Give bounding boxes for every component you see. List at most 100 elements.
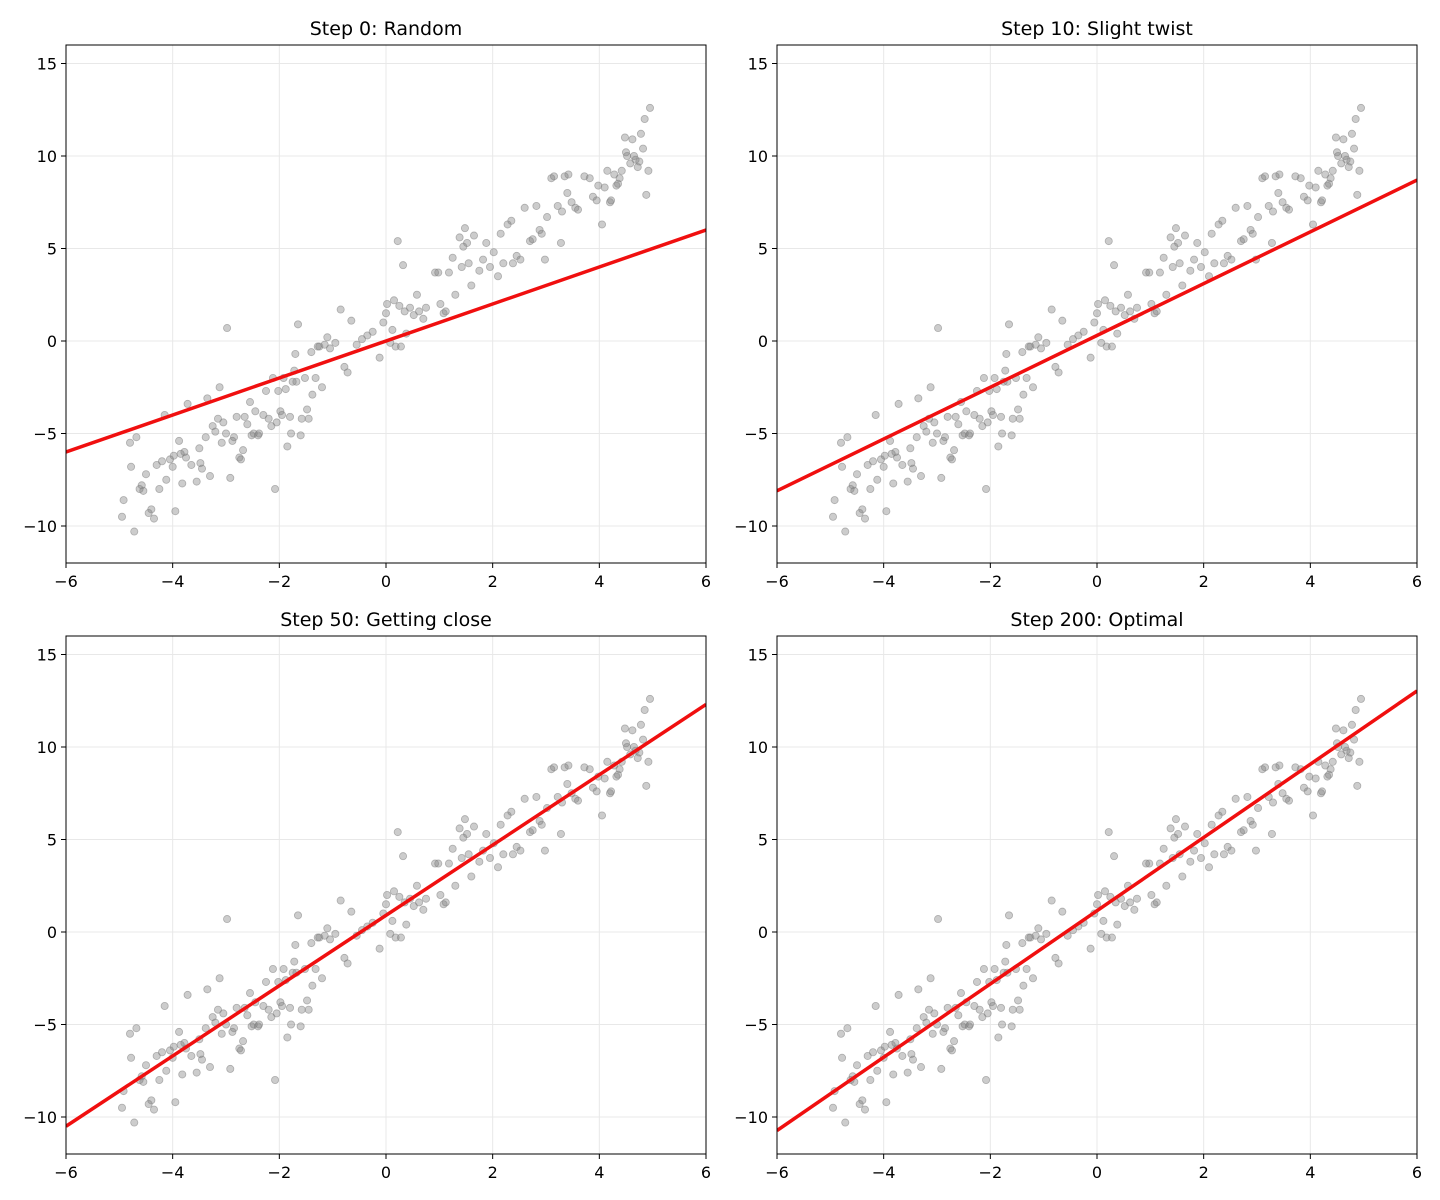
data-point <box>182 453 191 462</box>
data-point <box>998 1020 1007 1029</box>
data-point <box>158 1048 167 1057</box>
data-point <box>979 964 988 973</box>
data-point <box>1155 268 1164 277</box>
data-point <box>873 1066 882 1075</box>
data-point <box>187 1051 196 1060</box>
data-point <box>623 743 632 752</box>
data-point <box>1311 183 1320 192</box>
data-point <box>1268 798 1277 807</box>
data-point <box>1219 850 1228 859</box>
data-point <box>1303 196 1312 205</box>
data-point <box>956 989 965 998</box>
data-point <box>223 915 232 924</box>
data-point <box>1243 201 1252 210</box>
data-point <box>556 829 565 838</box>
data-point <box>213 414 222 423</box>
data-point <box>1107 342 1116 351</box>
data-point <box>290 957 299 966</box>
data-point <box>285 1003 294 1012</box>
data-point <box>475 266 484 275</box>
data-point <box>528 235 537 244</box>
data-point <box>898 460 907 469</box>
data-point <box>979 373 988 382</box>
data-point <box>893 453 902 462</box>
data-point <box>296 431 305 440</box>
data-point <box>277 410 286 419</box>
data-point <box>251 407 260 416</box>
data-point <box>187 460 196 469</box>
data-point <box>982 484 991 493</box>
data-point <box>908 464 917 473</box>
data-point <box>1113 329 1122 338</box>
data-point <box>1090 318 1099 327</box>
data-point <box>1268 207 1277 216</box>
data-point <box>1309 811 1318 820</box>
data-point <box>469 822 478 831</box>
fit-line <box>66 228 706 454</box>
data-point <box>1097 338 1106 347</box>
data-point <box>894 399 903 408</box>
data-point <box>292 377 301 386</box>
data-point <box>1145 268 1154 277</box>
data-point <box>386 929 395 938</box>
data-point <box>261 977 270 986</box>
panel-title: Step 200: Optimal <box>1010 609 1183 631</box>
data-point <box>415 307 424 316</box>
data-point <box>887 1040 896 1049</box>
data-point <box>947 1046 956 1055</box>
data-point <box>118 1103 127 1112</box>
data-point <box>197 1055 206 1064</box>
data-point <box>320 340 329 349</box>
data-point <box>592 787 601 796</box>
data-point <box>460 815 469 824</box>
data-point <box>1094 890 1103 899</box>
data-point <box>221 429 230 438</box>
x-axis: −6 −4 −2 0 2 4 6 <box>54 1154 711 1182</box>
data-point <box>916 1063 925 1072</box>
data-point <box>880 451 889 460</box>
data-point <box>1004 320 1013 329</box>
data-point <box>304 414 313 423</box>
data-point <box>615 765 624 774</box>
data-point <box>383 890 392 899</box>
data-point <box>1104 828 1113 837</box>
panel-step-10: Step 10: Slight twist −6 −4 −2 0 2 4 6 −10 −5 0 5 1… <box>734 18 1422 591</box>
data-point <box>311 964 320 973</box>
data-point <box>150 514 159 523</box>
data-point <box>127 462 136 471</box>
x-tick-label: 0 <box>381 572 391 591</box>
data-point <box>1092 900 1101 909</box>
data-point <box>1328 757 1337 766</box>
data-point <box>585 765 594 774</box>
data-point <box>389 296 398 305</box>
data-point <box>889 1070 898 1079</box>
data-point <box>467 281 476 290</box>
data-point <box>287 1020 296 1029</box>
data-point <box>381 309 390 318</box>
data-point <box>1132 303 1141 312</box>
x-tick-label: 0 <box>1092 1163 1102 1182</box>
data-point <box>357 335 366 344</box>
y-tick-label: −10 <box>23 517 57 536</box>
data-point <box>375 944 384 953</box>
data-point <box>843 1024 852 1033</box>
data-point <box>853 470 862 479</box>
data-point <box>201 1024 210 1033</box>
data-point <box>1271 763 1280 772</box>
data-point <box>130 1118 139 1127</box>
data-point <box>1018 939 1027 948</box>
data-point <box>126 1029 135 1038</box>
data-point <box>463 238 472 247</box>
data-point <box>1331 133 1340 142</box>
data-point <box>861 514 870 523</box>
data-point <box>532 201 541 210</box>
x-tick-label: −6 <box>765 1163 789 1182</box>
data-point <box>336 305 345 314</box>
data-point <box>1353 190 1362 199</box>
data-point <box>975 414 984 423</box>
data-point <box>219 418 228 427</box>
data-point <box>994 1033 1003 1042</box>
data-point <box>1347 720 1356 729</box>
data-point <box>592 196 601 205</box>
